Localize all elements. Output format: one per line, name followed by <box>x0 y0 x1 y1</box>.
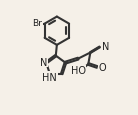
Text: Br: Br <box>32 19 42 28</box>
Text: N: N <box>40 58 47 67</box>
Text: HN: HN <box>43 72 57 82</box>
Text: N: N <box>102 41 109 51</box>
Text: O: O <box>99 62 106 72</box>
Text: HO: HO <box>71 66 86 76</box>
